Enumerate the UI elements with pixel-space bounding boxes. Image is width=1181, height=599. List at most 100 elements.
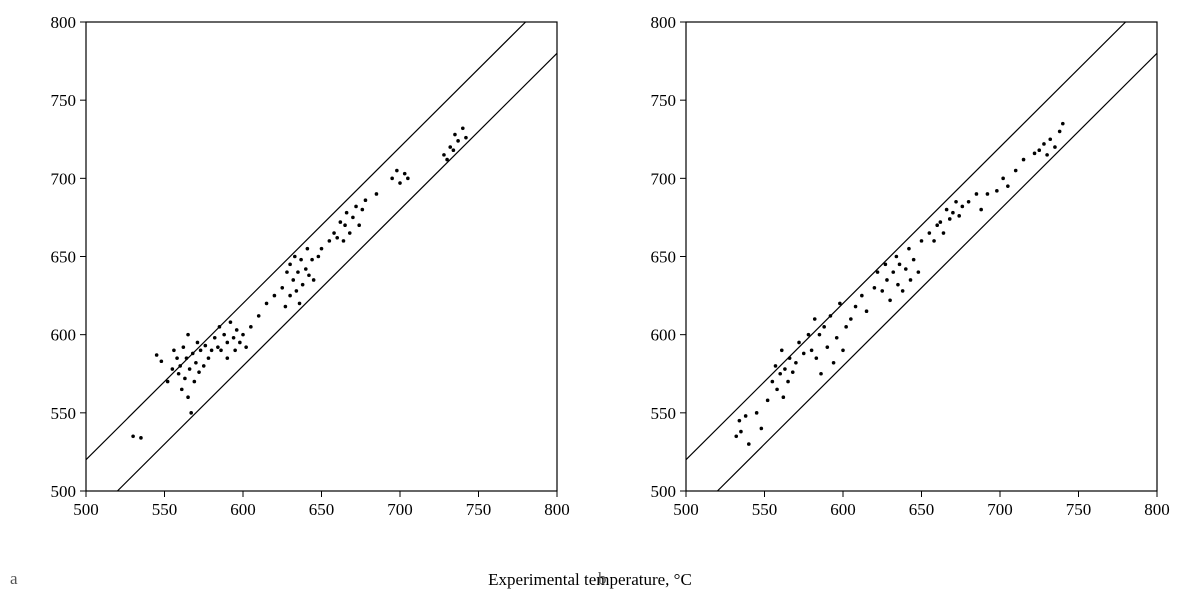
point	[206, 356, 211, 360]
x-tick-label: 700	[387, 500, 413, 519]
point	[197, 370, 201, 374]
x-tick-label: 750	[466, 500, 492, 519]
point	[781, 395, 786, 400]
y-tick-label: 700	[651, 169, 677, 188]
y-tick-label: 800	[51, 13, 77, 32]
point	[332, 231, 336, 235]
point	[1001, 176, 1005, 181]
point	[812, 317, 817, 321]
point	[960, 204, 965, 209]
point	[288, 262, 292, 267]
point	[927, 231, 932, 235]
bound-line	[686, 22, 1127, 461]
point	[192, 379, 197, 384]
x-tick-label: 500	[73, 500, 99, 519]
bound-line	[716, 52, 1157, 491]
point	[194, 361, 198, 365]
x-tick-label: 600	[230, 500, 256, 519]
point	[786, 379, 790, 384]
point	[841, 348, 845, 353]
point	[951, 210, 955, 215]
y-tick-label: 500	[651, 482, 677, 501]
point	[131, 434, 135, 439]
point	[779, 348, 784, 353]
point	[739, 429, 743, 434]
point	[288, 293, 292, 298]
point	[222, 332, 226, 337]
x-axis-label: Experimental temperature, °C	[488, 570, 692, 589]
point	[974, 192, 979, 196]
point	[860, 293, 864, 298]
point	[844, 325, 848, 329]
point	[1032, 151, 1037, 156]
x-tick-label: 500	[673, 500, 699, 519]
point	[806, 332, 811, 337]
point	[170, 367, 175, 371]
point	[817, 332, 822, 337]
point	[159, 359, 164, 364]
point	[888, 298, 892, 303]
y-tick-label: 600	[51, 326, 77, 345]
x-tick-label: 700	[987, 500, 1013, 519]
point	[299, 257, 303, 262]
point	[1053, 145, 1057, 149]
point	[233, 348, 237, 353]
point	[966, 199, 971, 204]
point	[778, 371, 782, 376]
point	[797, 340, 801, 345]
bound-line	[86, 22, 527, 461]
point	[139, 436, 143, 440]
y-tick-label: 550	[51, 404, 77, 423]
point	[291, 278, 296, 282]
point	[787, 356, 792, 360]
y-tick-label: 500	[51, 482, 77, 501]
point	[203, 343, 208, 348]
point	[822, 325, 826, 329]
point	[794, 361, 798, 365]
point	[894, 254, 899, 259]
point	[238, 340, 242, 345]
point	[1006, 184, 1010, 188]
point	[354, 204, 358, 209]
x-tick-label: 650	[909, 500, 935, 519]
point	[451, 148, 456, 152]
point	[775, 387, 779, 392]
point	[186, 395, 190, 400]
point	[338, 220, 343, 224]
point	[783, 367, 787, 371]
point	[1013, 168, 1018, 173]
point	[891, 270, 896, 274]
y-tick-label: 700	[51, 169, 77, 188]
point	[947, 217, 952, 221]
point	[402, 171, 407, 176]
point	[819, 371, 823, 376]
point	[880, 289, 885, 293]
y-tick-label: 650	[51, 248, 77, 267]
point	[995, 189, 999, 193]
point	[944, 207, 949, 212]
point	[183, 376, 187, 381]
x-tick-label: 650	[309, 500, 335, 519]
point	[828, 314, 833, 318]
point	[864, 309, 869, 314]
point	[293, 254, 297, 259]
y-tick-label: 550	[651, 404, 677, 423]
point	[734, 434, 739, 439]
panel-label: b	[598, 569, 607, 588]
point	[175, 356, 179, 360]
point	[838, 301, 842, 306]
y-tick-label: 750	[51, 91, 77, 110]
point	[1037, 148, 1042, 152]
point	[398, 181, 402, 185]
point	[297, 301, 302, 306]
point	[154, 353, 159, 357]
x-tick-label: 750	[1066, 500, 1092, 519]
point	[1061, 121, 1065, 126]
point	[195, 340, 200, 345]
point	[186, 332, 190, 337]
point	[442, 153, 446, 157]
point	[228, 320, 233, 324]
point	[335, 235, 340, 240]
point	[456, 139, 460, 143]
point	[201, 364, 206, 368]
